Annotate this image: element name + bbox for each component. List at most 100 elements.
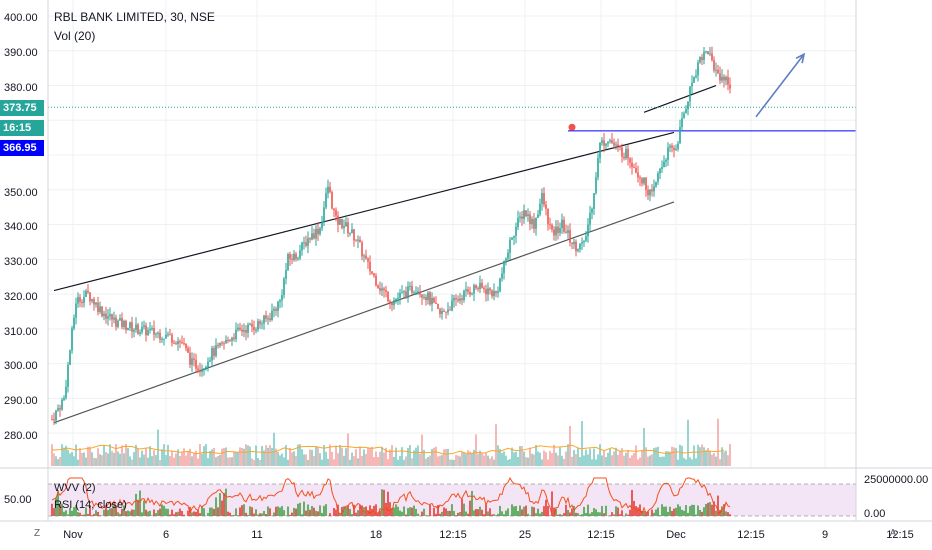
volume-bar [55, 456, 57, 466]
volume-bar [133, 452, 135, 466]
wvv-bar [221, 500, 223, 516]
wvv-bar [259, 513, 261, 516]
volume-bar [229, 457, 231, 466]
candle-body [571, 242, 573, 244]
wvv-bar [597, 512, 599, 516]
candle-body [661, 167, 663, 169]
volume-bar [59, 456, 61, 466]
wvv-bar [97, 511, 99, 516]
candle-body [79, 297, 81, 302]
wvv-bar [165, 508, 167, 516]
candle-body [493, 290, 495, 297]
wvv-bar [447, 510, 449, 516]
wvv-bar [355, 512, 357, 516]
projection-arrow [755, 53, 805, 118]
volume-bar [295, 455, 297, 466]
wvv-bar [123, 505, 125, 516]
wvv-bar [645, 512, 647, 516]
volume-bar [313, 455, 315, 466]
volume-bar [239, 447, 241, 466]
candle-body [647, 190, 649, 196]
volume-bar [145, 448, 147, 466]
volume-bar [83, 452, 85, 466]
candle-body [531, 218, 533, 225]
wvv-bar [225, 488, 227, 516]
volume-bar [213, 447, 215, 466]
candle-body [283, 278, 285, 296]
rsi-indicator-label[interactable]: RSI (14, close) [54, 499, 127, 511]
wvv-bar [605, 505, 607, 516]
candle-body [655, 181, 657, 187]
candle-body [343, 226, 345, 229]
volume-bar [675, 448, 677, 466]
volume-bar [121, 445, 123, 466]
wvv-bar [71, 510, 73, 516]
candle-body [581, 242, 583, 244]
wvv-bar [547, 505, 549, 516]
volume-bar [487, 455, 489, 466]
volume-bar [443, 449, 445, 466]
candle-body [693, 77, 695, 83]
wvv-bar [197, 509, 199, 516]
volume-bar [71, 452, 73, 466]
price-tick: 390.00 [4, 47, 38, 59]
candle-body [163, 338, 165, 340]
wvv-bar [583, 506, 585, 516]
candle-body [673, 147, 675, 151]
wvv-bar [521, 509, 523, 516]
volume-bar [659, 456, 661, 466]
wvv-bar [653, 512, 655, 516]
wvv-bar [293, 507, 295, 516]
candle-body [629, 158, 631, 163]
wvv-bar [539, 513, 541, 516]
wvv-bar [683, 510, 685, 516]
volume-bar [641, 450, 643, 466]
wvv-bar [401, 511, 403, 516]
wvv-bar [51, 503, 53, 516]
volume-bar [547, 459, 549, 466]
wvv-bar [459, 512, 461, 516]
candle-body [281, 295, 283, 301]
volume-bar [681, 445, 683, 466]
wvv-bar [95, 510, 97, 516]
volume-bar [355, 449, 357, 466]
wvv-indicator-label[interactable]: WVV (2) [54, 482, 96, 494]
candle-body [115, 317, 117, 327]
candle-body [723, 76, 725, 81]
candle-body [599, 142, 601, 159]
volume-bar [437, 456, 439, 466]
volume-bar [533, 454, 535, 466]
volume-bar [717, 418, 719, 466]
volume-bar [307, 459, 309, 466]
candle-body [623, 156, 625, 159]
candle-body [179, 341, 181, 343]
volume-bar [593, 448, 595, 466]
wvv-bar [595, 509, 597, 516]
candle-body [397, 297, 399, 299]
volume-bar [661, 456, 663, 466]
volume-bar [317, 446, 319, 466]
candle-body [471, 293, 473, 295]
wvv-bar [173, 514, 175, 516]
wvv-bar [145, 509, 147, 516]
wvv-bar [231, 515, 233, 516]
candle-body [479, 282, 481, 290]
price-tick: 330.00 [4, 256, 38, 268]
auto-scale-button[interactable]: A [889, 528, 897, 539]
candle-body [187, 348, 189, 353]
candle-body [617, 144, 619, 146]
candle-body [245, 329, 247, 333]
candle-body [389, 301, 391, 304]
candle-body [549, 224, 551, 226]
wvv-bar [687, 512, 689, 516]
wvv-bar [195, 511, 197, 516]
wvv-bar [405, 514, 407, 516]
wvv-bar [627, 514, 629, 516]
candle-body [137, 324, 139, 334]
volume-bar [235, 451, 237, 466]
volume-indicator-label[interactable]: Vol (20) [54, 29, 96, 43]
candle-body [243, 329, 245, 332]
candle-body [727, 76, 729, 85]
zoom-toggle-button[interactable]: Z [33, 528, 41, 539]
